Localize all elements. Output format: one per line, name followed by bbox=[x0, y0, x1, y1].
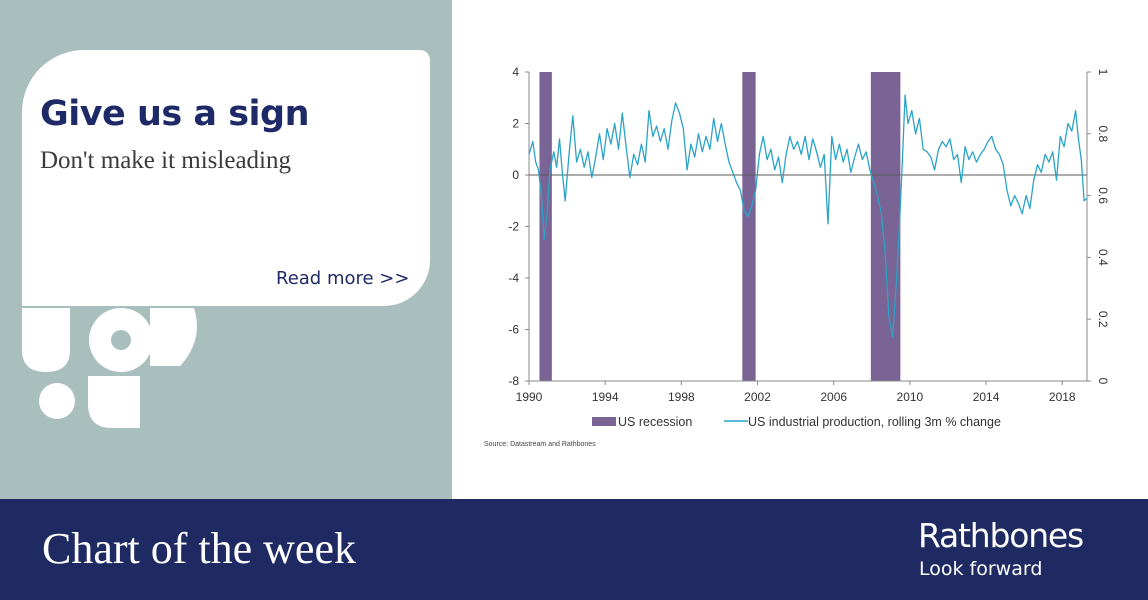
deco-shape-petal bbox=[150, 308, 197, 366]
y-left-tick-label: 4 bbox=[512, 65, 519, 79]
x-tick-label: 2018 bbox=[1049, 390, 1076, 404]
legend-label-line: US industrial production, rolling 3m % c… bbox=[748, 415, 1001, 429]
y-left-tick-label: -2 bbox=[508, 220, 519, 234]
recession-bar bbox=[870, 72, 901, 381]
brand-tagline: Look forward bbox=[919, 558, 1043, 580]
deco-circle-small bbox=[39, 383, 75, 419]
legend-label-recession: US recession bbox=[618, 415, 692, 429]
footer-title: Chart of the week bbox=[42, 524, 356, 573]
industrial-production-line bbox=[528, 94, 1088, 338]
deco-circle-ring-hole bbox=[111, 330, 131, 350]
y-left-tick-label: 2 bbox=[512, 117, 519, 131]
deco-shape-tail bbox=[22, 308, 70, 372]
y-right-tick-label: 0.6 bbox=[1096, 187, 1110, 204]
x-tick-label: 2010 bbox=[897, 390, 924, 404]
x-tick-label: 2014 bbox=[973, 390, 1000, 404]
x-tick-label: 2002 bbox=[744, 390, 771, 404]
chart-svg: 4 2 0 -2 -4 -6 -8 1 0.8 0.6 0.4 0.2 0 1990 1994 1998 200… bbox=[508, 65, 1110, 429]
read-more-link[interactable]: Read more >> bbox=[276, 268, 410, 289]
x-tick-label: 1998 bbox=[668, 390, 695, 404]
speech-bubble bbox=[22, 50, 430, 306]
y-left-tick-label: -4 bbox=[508, 271, 519, 285]
footer-bar: Chart of the week Rathbones Look forward bbox=[0, 499, 1148, 600]
subheadline: Don't make it misleading bbox=[40, 147, 291, 174]
decorative-shapes bbox=[22, 308, 197, 428]
y-left-tick-label: -8 bbox=[508, 374, 519, 388]
promo-panel: Give us a sign Don't make it misleading … bbox=[0, 0, 452, 499]
legend-swatch-recession bbox=[592, 417, 616, 426]
brand-logo: Rathbones bbox=[918, 516, 1084, 555]
chart-area: 4 2 0 -2 -4 -6 -8 1 0.8 0.6 0.4 0.2 0 1990 1994 1998 200… bbox=[452, 0, 1148, 499]
x-tick-label: 1990 bbox=[516, 390, 543, 404]
x-tick-label: 2006 bbox=[820, 390, 847, 404]
recession-bar bbox=[742, 72, 756, 381]
deco-shape-drop bbox=[88, 376, 140, 428]
x-tick-label: 1994 bbox=[592, 390, 619, 404]
y-left-tick-label: 0 bbox=[512, 168, 519, 182]
y-left-tick-label: -6 bbox=[508, 323, 519, 337]
y-right-tick-label: 0.8 bbox=[1096, 125, 1110, 142]
y-right-tick-label: 1 bbox=[1096, 69, 1110, 76]
headline: Give us a sign bbox=[40, 94, 310, 134]
y-right-tick-label: 0.2 bbox=[1096, 311, 1110, 328]
y-right-tick-label: 0.4 bbox=[1096, 249, 1110, 266]
y-right-tick-label: 0 bbox=[1096, 378, 1110, 385]
chart-source: Source: Datastream and Rathbones bbox=[484, 441, 596, 448]
